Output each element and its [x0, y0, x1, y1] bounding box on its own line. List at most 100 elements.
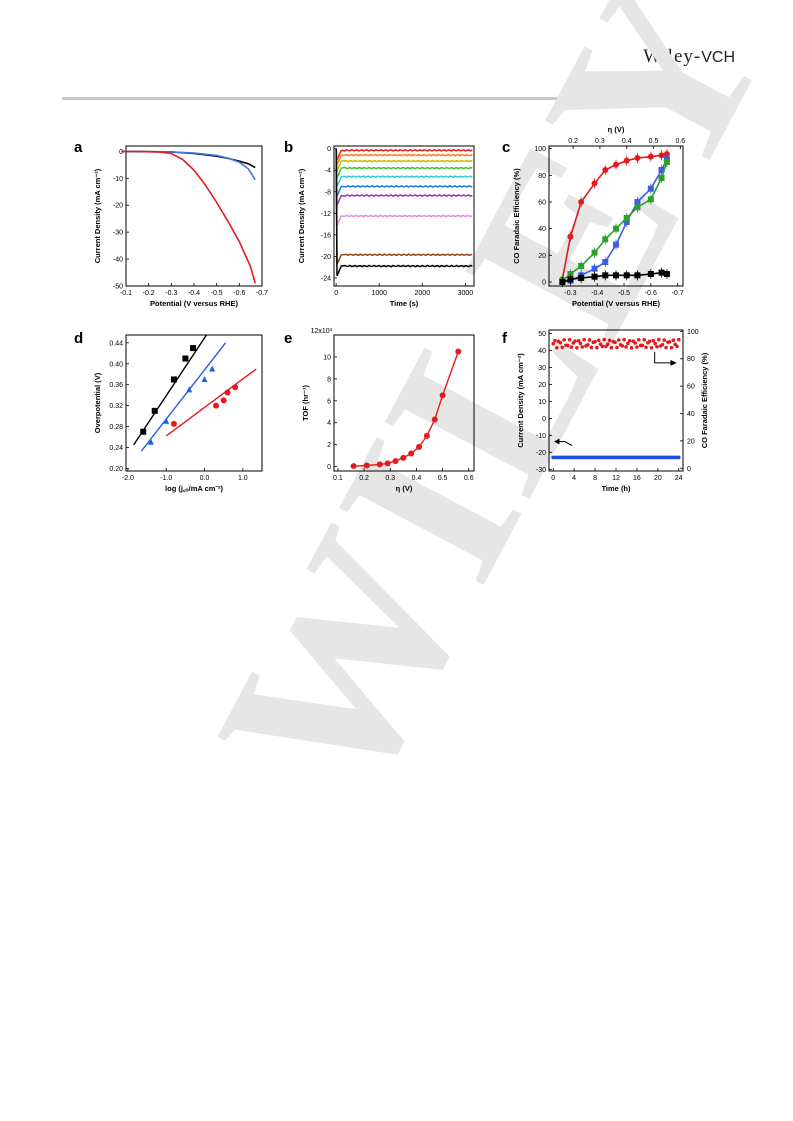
axis-arrow-left-head-f: [554, 438, 560, 445]
fit-line-d-1: [140, 342, 227, 452]
data-point-f-fe: [587, 338, 592, 342]
data-point-f-fe: [660, 342, 665, 347]
series-line-b-0: [335, 148, 473, 161]
data-point-f-fe: [567, 337, 572, 342]
x-tick-label-a: -0.3: [165, 290, 177, 297]
data-point-f-fe: [616, 338, 621, 342]
x-tick-label-f: 20: [654, 475, 662, 482]
data-point-c-3: [602, 272, 609, 279]
panel-letter-b: b: [284, 139, 293, 156]
data-point-f-fe: [636, 337, 641, 342]
y-tick-label-b: -16: [321, 232, 331, 239]
y-tick-label-f: -10: [536, 433, 546, 440]
series-line-c-0: [561, 153, 668, 280]
y-tick-label-b: -12: [321, 211, 331, 218]
data-point-f-fe: [569, 345, 574, 349]
data-point-d-0: [190, 345, 197, 352]
plot-frame-b: [333, 145, 475, 287]
data-point-f-fe: [626, 341, 630, 346]
data-point-c-1: [658, 167, 665, 173]
data-point-f-fe: [656, 337, 661, 342]
x-axis-label-a: Potential (V versus RHE): [150, 299, 238, 308]
y-tick-label-d: 0.40: [109, 361, 123, 368]
series-line-b-6: [335, 148, 473, 206]
y-tick-label-a: -50: [113, 284, 123, 291]
data-point-d-0: [140, 428, 147, 435]
x-axis-label-b: Time (s): [390, 299, 419, 308]
x-axis-label-f: Time (h): [601, 484, 631, 493]
data-point-c-1: [647, 185, 654, 192]
top-x-tick-label-c: 0.4: [622, 138, 632, 145]
series-line-b-9: [335, 148, 473, 277]
data-point-f-fe: [613, 340, 617, 345]
publisher-logo: Wiley-VCH: [643, 46, 735, 68]
publisher-sub: VCH: [701, 49, 735, 66]
y-tick-label-d: 0.20: [109, 466, 123, 473]
data-point-f-fe: [576, 338, 581, 343]
y-tick-label-e: 6: [327, 398, 331, 405]
series-line-e-0: [353, 351, 459, 467]
series-line-b-7: [335, 148, 473, 227]
data-point-d-0: [170, 376, 177, 383]
plot-frame-e: [333, 334, 475, 472]
data-point-d-2: [170, 420, 177, 427]
data-point-c-0: [613, 161, 619, 168]
publisher-sep: -: [693, 46, 702, 67]
data-point-c-2: [578, 263, 585, 269]
x-axis-label-c: Potential (V versus RHE): [572, 299, 660, 308]
y-axis-label-c: CO Faradaic Efficiency (%): [512, 168, 521, 264]
x-tick-label-e: 0.5: [438, 475, 448, 482]
data-point-f-fe: [565, 343, 570, 348]
data-point-c-2: [602, 236, 609, 243]
top-x-axis-label-c: η (V): [608, 125, 625, 134]
data-point-c-0: [623, 157, 630, 164]
data-point-f-fe: [667, 340, 672, 344]
x-tick-label-f: 0: [551, 475, 555, 482]
x-tick-label-a: -0.2: [143, 290, 155, 297]
y-tick-label-e: 8: [327, 376, 331, 383]
panel-letter-a: a: [74, 139, 83, 156]
x-tick-label-d: -2.0: [122, 475, 134, 482]
y-tick-label-e: 0: [327, 464, 331, 471]
data-point-c-0: [658, 152, 665, 159]
publisher-main: Wiley: [643, 46, 694, 67]
data-point-e-0: [416, 443, 423, 450]
figure-svg: a b c d e f -0.1 -0.2 -0.3 -0.4 -0.5 -0.6 -0.7…: [74, 125, 709, 493]
panel-letter-d: d: [74, 330, 83, 347]
data-point-f-fe: [642, 338, 647, 342]
data-point-c-2: [663, 159, 670, 165]
data-point-f-fe: [560, 345, 565, 350]
data-point-f-fe: [573, 339, 577, 343]
y-right-tick-label-f: 60: [687, 384, 695, 391]
series-line-b-8: [335, 148, 473, 265]
x-tick-label-c: -0.5: [618, 290, 630, 297]
data-point-d-1: [209, 365, 216, 372]
y-tick-label-a: -30: [113, 230, 123, 237]
x-tick-label-a: -0.5: [211, 290, 223, 297]
y-tick-label-f: 50: [538, 331, 546, 338]
data-point-f-fe: [615, 345, 619, 350]
y-tick-label-b: -8: [325, 189, 331, 196]
data-point-c-1: [602, 259, 609, 265]
y-tick-label-a: -20: [113, 203, 123, 210]
y-tick-label-f: 20: [538, 382, 546, 389]
x-tick-label-f: 24: [675, 475, 683, 482]
y-tick-label-d: 0.24: [109, 445, 123, 452]
data-point-c-2: [634, 204, 641, 211]
axis-arrow-left-f: [557, 441, 573, 446]
y-tick-label-c: 40: [538, 226, 546, 233]
y-tick-label-f: -20: [536, 450, 546, 457]
x-tick-label-a: -0.7: [256, 290, 268, 297]
x-tick-label-f: 12: [612, 475, 620, 482]
y-tick-label-b: 0: [327, 146, 331, 153]
x-tick-label-a: -0.1: [120, 290, 132, 297]
data-point-c-0: [591, 180, 598, 187]
top-x-tick-label-c: 0.2: [568, 138, 578, 145]
x-tick-label-c: -0.4: [591, 290, 603, 297]
y-tick-label-b: -24: [321, 275, 331, 282]
top-x-tick-label-c: 0.3: [595, 138, 605, 145]
top-x-tick-label-c: 0.5: [649, 138, 659, 145]
series-line-a-2: [121, 150, 256, 284]
series-line-b-2: [335, 148, 473, 172]
data-point-f-fe: [640, 343, 645, 348]
